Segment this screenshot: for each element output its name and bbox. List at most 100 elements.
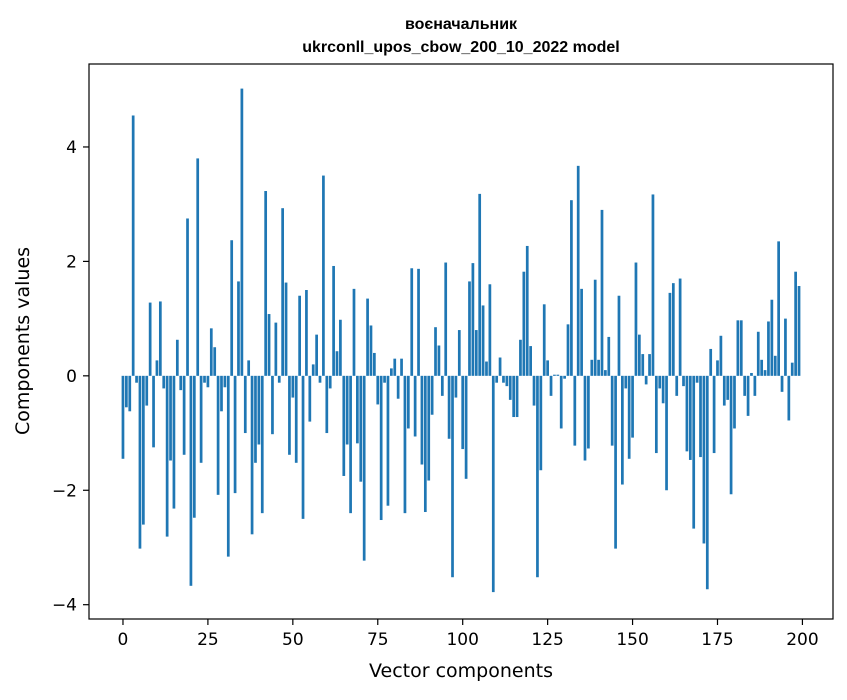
bar <box>797 286 801 376</box>
bar <box>298 295 301 376</box>
bar <box>328 375 332 389</box>
bar <box>226 375 230 557</box>
bar <box>787 375 791 421</box>
bar <box>542 304 546 376</box>
bar <box>546 360 549 376</box>
bar <box>250 375 254 535</box>
bar <box>142 375 145 525</box>
bar <box>247 360 251 376</box>
bar <box>522 271 526 376</box>
bar <box>621 375 624 485</box>
bar <box>240 88 244 376</box>
bar <box>760 359 764 376</box>
bar <box>682 375 685 387</box>
plot-frame <box>88 63 834 620</box>
x-tick-label: 200 <box>786 630 818 650</box>
bar <box>158 301 162 376</box>
bar <box>427 375 431 481</box>
bar <box>440 375 444 396</box>
bar <box>631 375 634 438</box>
bar <box>502 375 505 383</box>
bar <box>267 314 271 376</box>
bar <box>233 375 237 494</box>
bar <box>756 331 760 376</box>
bar <box>617 295 621 376</box>
bar <box>196 158 200 376</box>
bar <box>491 375 495 593</box>
bar <box>271 375 274 435</box>
bar <box>675 375 679 396</box>
bar <box>220 375 223 412</box>
bar <box>671 283 675 376</box>
y-tick-label: 0 <box>66 367 77 387</box>
bar <box>125 375 128 408</box>
bar <box>773 355 777 376</box>
bar <box>237 281 240 376</box>
bar <box>359 375 363 482</box>
x-tick-label: 175 <box>701 630 733 650</box>
bar <box>733 375 736 429</box>
bar <box>719 335 723 376</box>
bar <box>294 375 298 463</box>
bar <box>471 263 475 376</box>
bar <box>410 268 414 376</box>
bar <box>274 322 278 376</box>
bar <box>223 375 227 388</box>
bar <box>767 321 770 376</box>
bar <box>512 375 516 418</box>
bar <box>260 375 264 514</box>
bar <box>243 375 247 434</box>
bar <box>182 375 186 455</box>
bar <box>644 375 648 385</box>
bar <box>138 375 142 549</box>
bar <box>573 375 577 446</box>
bar-series <box>121 88 801 593</box>
bar <box>325 375 329 434</box>
bar <box>784 318 787 376</box>
bar <box>716 360 719 376</box>
bar <box>648 354 651 376</box>
bar <box>434 327 437 376</box>
bar <box>474 330 478 376</box>
bar <box>335 351 339 376</box>
bar <box>722 375 726 406</box>
bar <box>281 208 284 376</box>
bar <box>790 362 794 376</box>
bar <box>277 375 281 383</box>
bar <box>794 271 797 376</box>
bar <box>172 375 176 509</box>
bar <box>186 218 189 376</box>
bar <box>553 374 556 376</box>
bar <box>468 281 471 376</box>
bar <box>390 368 393 376</box>
bar <box>604 370 607 376</box>
bar <box>315 334 318 376</box>
bar <box>179 375 183 391</box>
bar <box>301 375 305 519</box>
x-tick-label: 100 <box>446 630 478 650</box>
bar <box>192 375 196 518</box>
bar <box>420 375 424 465</box>
bar <box>699 375 702 458</box>
bar <box>597 359 600 376</box>
bar <box>729 375 733 495</box>
bar <box>485 361 488 376</box>
bar <box>366 298 369 376</box>
bar <box>709 348 713 376</box>
bar <box>356 375 359 444</box>
bar <box>726 375 730 400</box>
bar <box>369 325 373 376</box>
bar <box>206 375 210 388</box>
bar <box>373 352 376 376</box>
bar <box>318 375 322 383</box>
bar <box>342 375 346 476</box>
bar <box>583 375 587 461</box>
bar <box>508 375 512 400</box>
x-axis-ticks: 0 25 50 75 100 125 150 175 200 <box>118 619 819 650</box>
bar <box>563 375 566 379</box>
bar <box>349 375 352 514</box>
bar <box>763 370 767 376</box>
bar <box>362 375 366 561</box>
chart-title-line1: воєначальник <box>405 16 518 33</box>
